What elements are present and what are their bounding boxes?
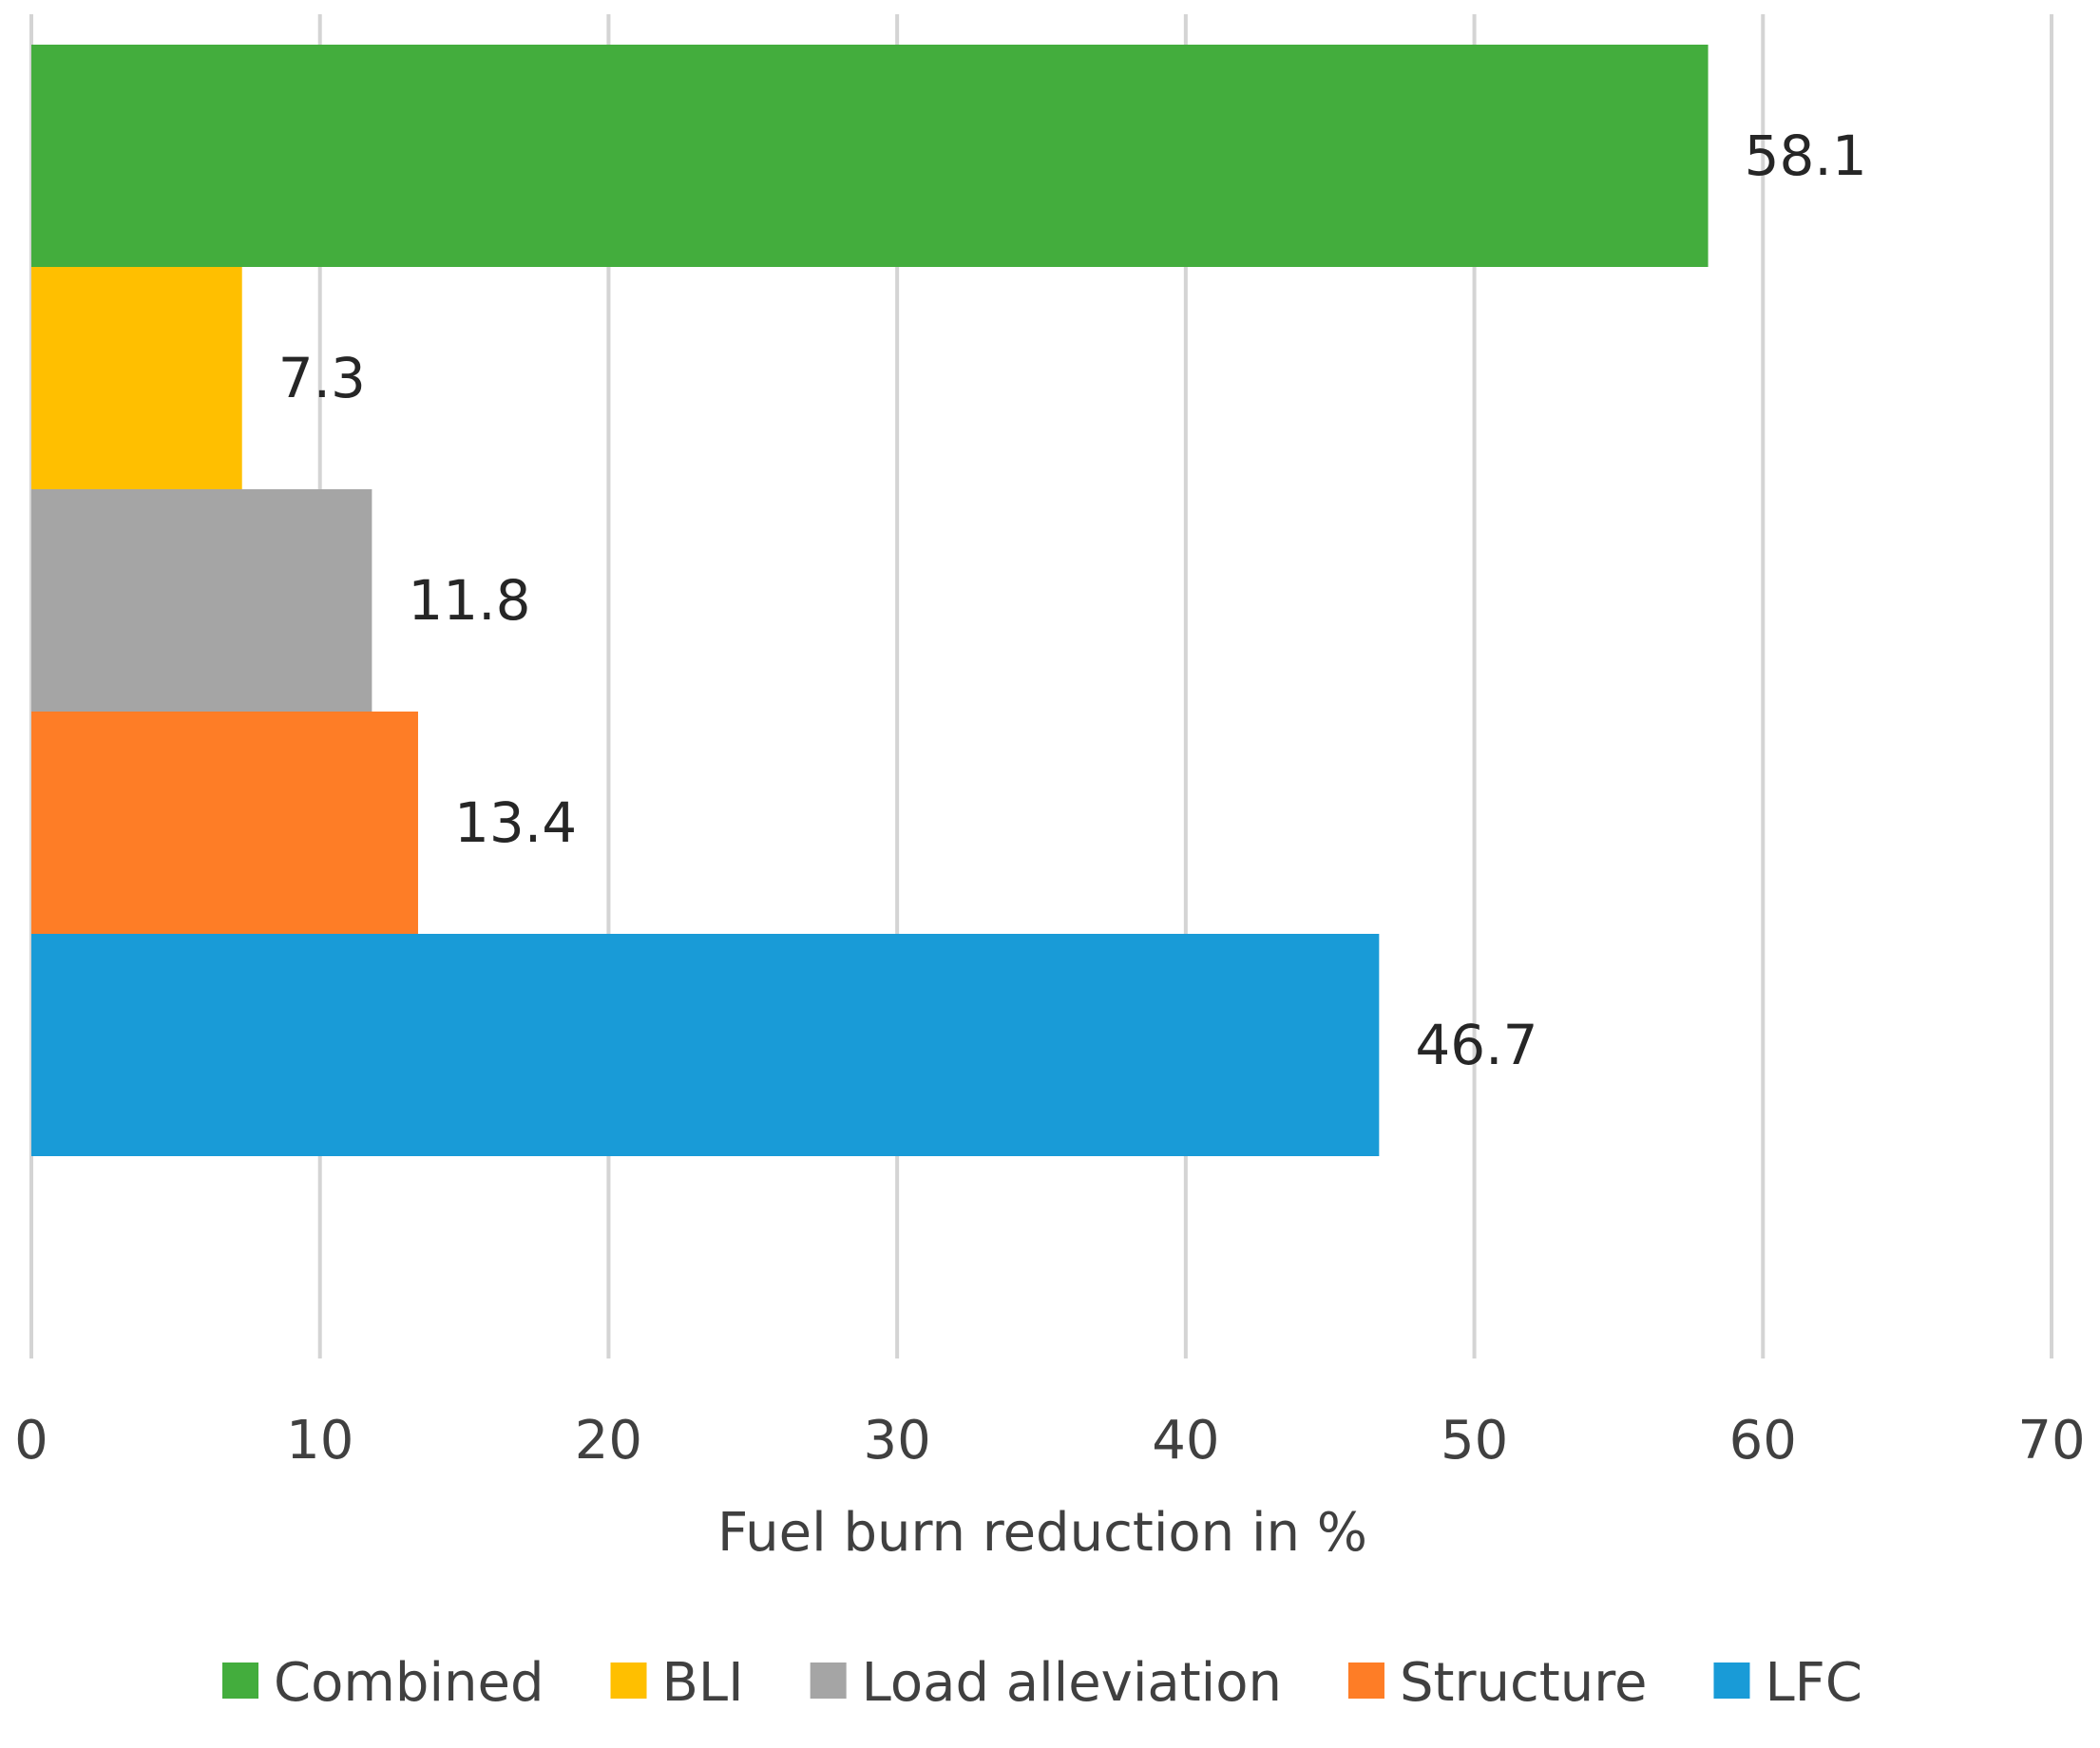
bar-structure[interactable]	[31, 712, 418, 934]
x-tick-label-40: 40	[1152, 1410, 1219, 1472]
value-label-load-alleviation: 11.8	[408, 568, 530, 633]
bars	[31, 45, 1709, 1156]
value-label-structure: 13.4	[454, 790, 577, 855]
legend-swatch-bli	[610, 1662, 647, 1699]
bar-load-alleviation[interactable]	[31, 489, 372, 712]
value-label-bli: 7.3	[278, 346, 366, 410]
legend-item-bli[interactable]: BLI	[610, 1652, 744, 1714]
bar-bli[interactable]	[31, 267, 242, 489]
legend-item-lfc[interactable]: LFC	[1713, 1652, 1862, 1714]
bar-combined[interactable]	[31, 45, 1709, 267]
value-label-lfc: 46.7	[1415, 1013, 1537, 1077]
x-tick-label-30: 30	[864, 1410, 931, 1472]
legend-swatch-lfc	[1713, 1662, 1750, 1699]
x-axis-ticks: 0 10 20 30 40 50 60 70	[14, 1410, 2085, 1472]
legend-label-structure: Structure	[1400, 1652, 1648, 1714]
legend-label-load-alleviation: Load alleviation	[862, 1652, 1282, 1714]
legend-label-bli: BLI	[662, 1652, 744, 1714]
value-label-combined: 58.1	[1745, 124, 1867, 188]
x-tick-label-10: 10	[286, 1410, 353, 1472]
x-tick-label-70: 70	[2017, 1410, 2085, 1472]
x-tick-label-0: 0	[14, 1410, 48, 1472]
legend-swatch-load-alleviation	[810, 1662, 847, 1699]
bar-lfc[interactable]	[31, 934, 1380, 1156]
x-tick-label-50: 50	[1441, 1410, 1508, 1472]
x-tick-label-20: 20	[575, 1410, 642, 1472]
value-labels: 58.1 7.3 11.8 13.4 46.7	[278, 124, 1867, 1077]
legend-swatch-structure	[1347, 1662, 1384, 1699]
legend-item-combined[interactable]: Combined	[222, 1652, 544, 1714]
legend-swatch-combined	[222, 1662, 258, 1699]
legend-label-lfc: LFC	[1765, 1652, 1862, 1714]
legend-item-structure[interactable]: Structure	[1347, 1652, 1648, 1714]
x-axis-title: Fuel burn reduction in %	[717, 1502, 1367, 1564]
legend-label-combined: Combined	[274, 1652, 544, 1714]
legend[interactable]: Combined BLI Load alleviation Structure LFC	[222, 1652, 1862, 1714]
legend-item-load-alleviation[interactable]: Load alleviation	[810, 1652, 1282, 1714]
x-tick-label-60: 60	[1729, 1410, 1797, 1472]
